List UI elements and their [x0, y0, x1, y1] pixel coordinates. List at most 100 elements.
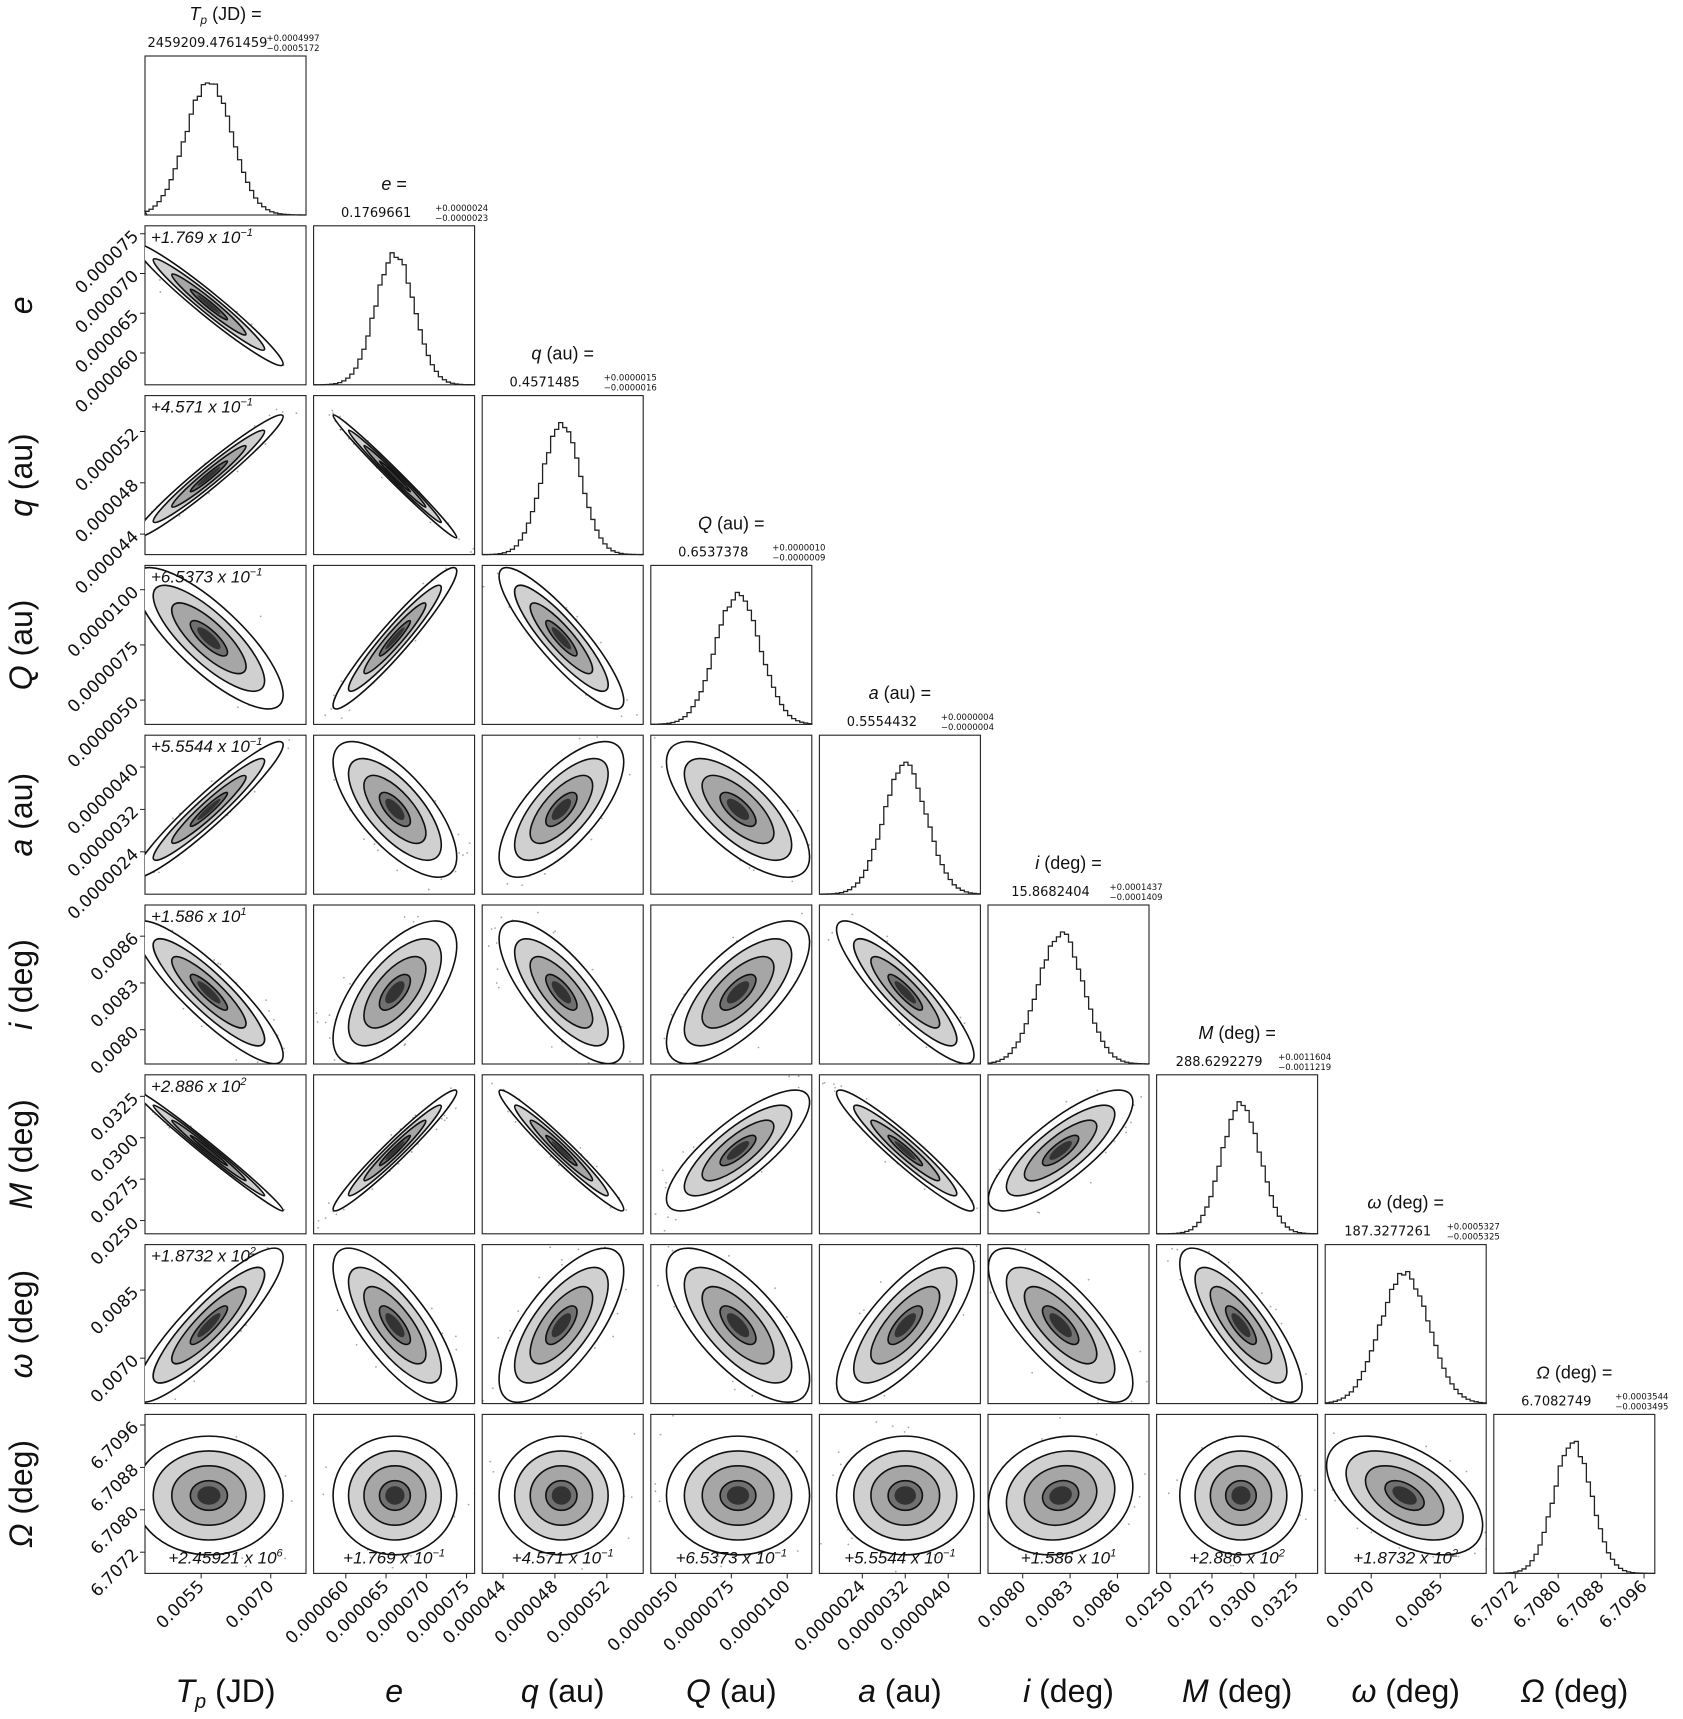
scatter-point: [136, 1093, 138, 1095]
contour-core: [385, 466, 405, 487]
scatter-point: [816, 931, 818, 933]
corner-panel-q-a: [481, 734, 644, 895]
scatter-point: [136, 559, 138, 561]
scatter-point: [591, 968, 594, 971]
param-error-minus: −0.0000004: [941, 723, 994, 733]
scatter-point: [417, 915, 419, 918]
scatter-point: [814, 962, 816, 964]
scatter-point: [265, 999, 267, 1002]
histogram-i: i (deg) =15.8682404 +0.0001437−0.0001409: [987, 853, 1163, 1065]
contour-core: [197, 798, 221, 821]
scatter-point: [327, 1202, 330, 1205]
scatter-point: [331, 409, 334, 412]
param-title-label: Q (au) =: [698, 513, 765, 533]
scatter-point: [264, 443, 267, 446]
scatter-point: [295, 412, 298, 415]
scatter-point: [506, 882, 509, 885]
corner-panel-Q-a: [646, 733, 816, 895]
scatter-point: [250, 323, 253, 325]
scatter-point: [653, 737, 656, 739]
contour-core: [385, 798, 405, 821]
scatter-point: [514, 1120, 517, 1123]
scatter-point: [537, 911, 539, 914]
scatter-point: [925, 1046, 928, 1049]
scatter-point: [324, 714, 327, 717]
scatter-point: [141, 527, 143, 529]
scatter-point: [333, 1058, 336, 1061]
scatter-point: [412, 920, 415, 923]
scatter-point: [339, 428, 342, 431]
scatter-point: [364, 730, 366, 732]
scatter-point: [82, 200, 84, 202]
scatter-point: [219, 963, 222, 966]
scatter-point: [217, 962, 219, 965]
scatter-point: [268, 414, 271, 417]
scatter-point: [661, 1169, 664, 1172]
scatter-point: [134, 561, 136, 563]
scatter-point: [328, 414, 331, 416]
y-tick-label: 0.0080: [87, 1023, 143, 1079]
scatter-point: [752, 869, 755, 871]
scatter-point: [808, 843, 811, 846]
scatter-point: [814, 886, 816, 888]
scatter-point: [663, 1229, 666, 1232]
contour-core: [197, 1141, 221, 1160]
scatter-point: [343, 976, 345, 979]
contour-core: [385, 627, 405, 650]
offset-annotation: +1.586 x 101: [151, 906, 246, 926]
scatter-point: [757, 1046, 760, 1049]
scatter-point: [791, 880, 794, 883]
y-tick-label: 0.0086: [87, 929, 143, 985]
scatter-point: [236, 706, 239, 709]
scatter-point: [692, 1146, 695, 1149]
scatter-point: [288, 739, 290, 741]
corner-panel-e-Q: [310, 564, 476, 750]
scatter-point: [403, 916, 406, 918]
scatter-point: [399, 1066, 401, 1068]
scatter-point: [797, 1086, 800, 1089]
y-axis-label-M: M (deg): [3, 1099, 39, 1209]
scatter-point: [365, 1066, 367, 1068]
scatter-point: [376, 849, 379, 852]
scatter-point: [182, 1007, 185, 1010]
scatter-point: [324, 1021, 327, 1024]
scatter-point: [310, 748, 312, 750]
scatter-point: [281, 411, 284, 413]
scatter-point: [646, 783, 648, 785]
scatter-point: [283, 1208, 286, 1211]
panel-frame: [481, 395, 644, 556]
scatter-point: [324, 1070, 326, 1072]
scatter-point: [342, 1072, 344, 1074]
histogram-steps: [313, 252, 476, 386]
scatter-point: [595, 1165, 598, 1168]
histogram-steps: [143, 82, 307, 216]
scatter-point: [236, 470, 239, 473]
scatter-point: [682, 1151, 684, 1153]
scatter-point: [748, 867, 751, 869]
scatter-point: [128, 559, 130, 561]
scatter-point: [628, 1060, 631, 1063]
scatter-point: [472, 547, 475, 550]
scatter-point: [429, 521, 432, 524]
scatter-point: [328, 1037, 331, 1039]
scatter-point: [672, 733, 674, 735]
scatter-point: [349, 982, 351, 985]
scatter-point: [435, 1128, 438, 1131]
histogram-q: q (au) =0.4571485 +0.0000015−0.0000016: [481, 344, 657, 556]
scatter-point: [827, 938, 830, 941]
y-axis-label-a: a (au): [3, 773, 39, 857]
scatter-point: [333, 778, 336, 781]
histogram-steps: [987, 931, 1150, 1065]
scatter-point: [500, 916, 503, 919]
scatter-point: [342, 1208, 345, 1211]
scatter-point: [363, 838, 365, 841]
param-title-label: Tp (JD) =: [189, 4, 261, 27]
scatter-point: [596, 736, 599, 738]
scatter-point: [143, 607, 145, 609]
histogram-Tp: Tp (JD) =2459209.4761459 +0.0004997−0.000…: [143, 4, 320, 216]
scatter-point: [340, 717, 343, 720]
scatter-point: [142, 531, 144, 533]
scatter-point: [114, 892, 116, 894]
scatter-point: [371, 1188, 374, 1191]
